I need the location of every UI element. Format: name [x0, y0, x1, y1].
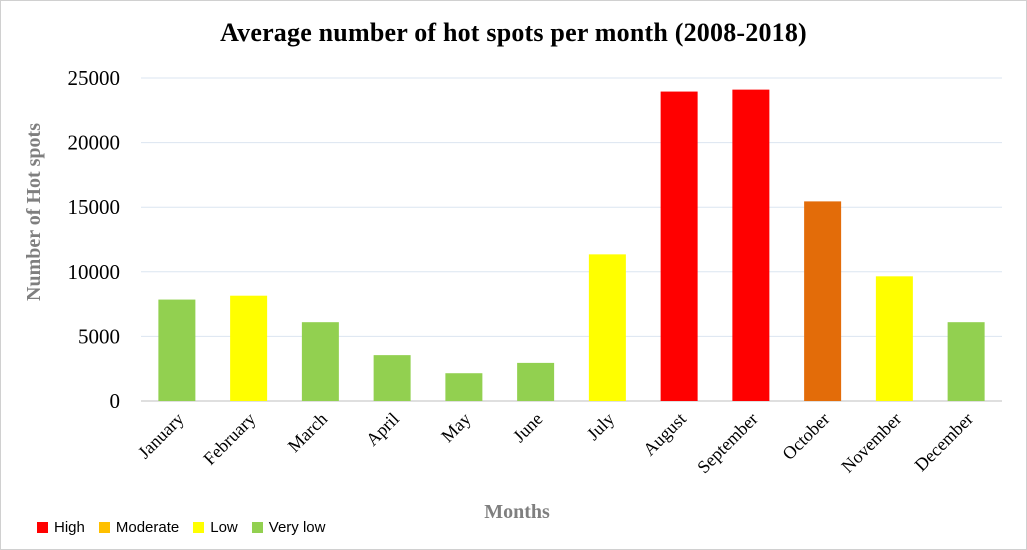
x-tick-label: May: [437, 409, 474, 446]
y-axis-label: Number of Hot spots: [23, 123, 45, 301]
legend-swatch: [37, 521, 48, 533]
y-tick-label: 20000: [68, 131, 121, 155]
x-tick-label: February: [199, 409, 259, 469]
y-tick-label: 25000: [68, 66, 121, 90]
y-tick-label: 5000: [78, 324, 120, 348]
x-tick-label: September: [693, 409, 762, 478]
y-tick-labels: 0 5000 10000 15000 20000 25000: [68, 66, 121, 413]
legend-swatch: [251, 521, 263, 533]
bar-november: [875, 276, 913, 401]
legend-label: Moderate: [115, 518, 180, 536]
legend-item: Very low: [251, 518, 326, 536]
legend: High Moderate Low Very low: [37, 517, 325, 537]
bar-april: [373, 355, 411, 401]
bar-september: [732, 89, 770, 402]
x-tick-label: June: [509, 409, 546, 446]
legend-label: Very low: [268, 518, 326, 536]
x-tick-label: March: [284, 409, 331, 456]
bar-june: [517, 362, 555, 401]
x-tick-label: July: [583, 409, 618, 444]
bar-october: [804, 201, 842, 401]
bar-may: [445, 373, 483, 401]
legend-swatch: [193, 521, 205, 533]
y-tick-label: 10000: [68, 260, 121, 284]
x-tick-label: April: [362, 409, 403, 450]
legend-label: Low: [210, 518, 238, 536]
bar-july: [588, 254, 626, 401]
x-axis-label: Months: [484, 501, 550, 523]
y-tick-label: 15000: [68, 195, 121, 219]
bar-august: [660, 91, 698, 401]
x-tick-label: December: [911, 409, 977, 475]
x-tick-label: November: [837, 409, 905, 477]
bar-february: [230, 295, 268, 401]
x-tick-label: August: [639, 409, 690, 460]
chart-title: Average number of hot spots per month (2…: [220, 18, 807, 47]
legend-item: Low: [193, 519, 238, 536]
bars: [158, 89, 985, 402]
y-tick-label: 0: [110, 389, 121, 413]
gridlines: [141, 77, 1002, 402]
legend-swatch: [98, 521, 110, 533]
x-tick-label: January: [134, 409, 188, 463]
x-tick-label: October: [778, 409, 833, 464]
bar-january: [158, 299, 196, 401]
x-tick-labels: January February March April May June July Augu…: [134, 409, 977, 478]
legend-label: High: [54, 518, 85, 536]
legend-item: Moderate: [98, 518, 180, 536]
legend-item: High: [37, 519, 85, 536]
bar-march: [301, 322, 339, 401]
bar-december: [947, 322, 985, 401]
